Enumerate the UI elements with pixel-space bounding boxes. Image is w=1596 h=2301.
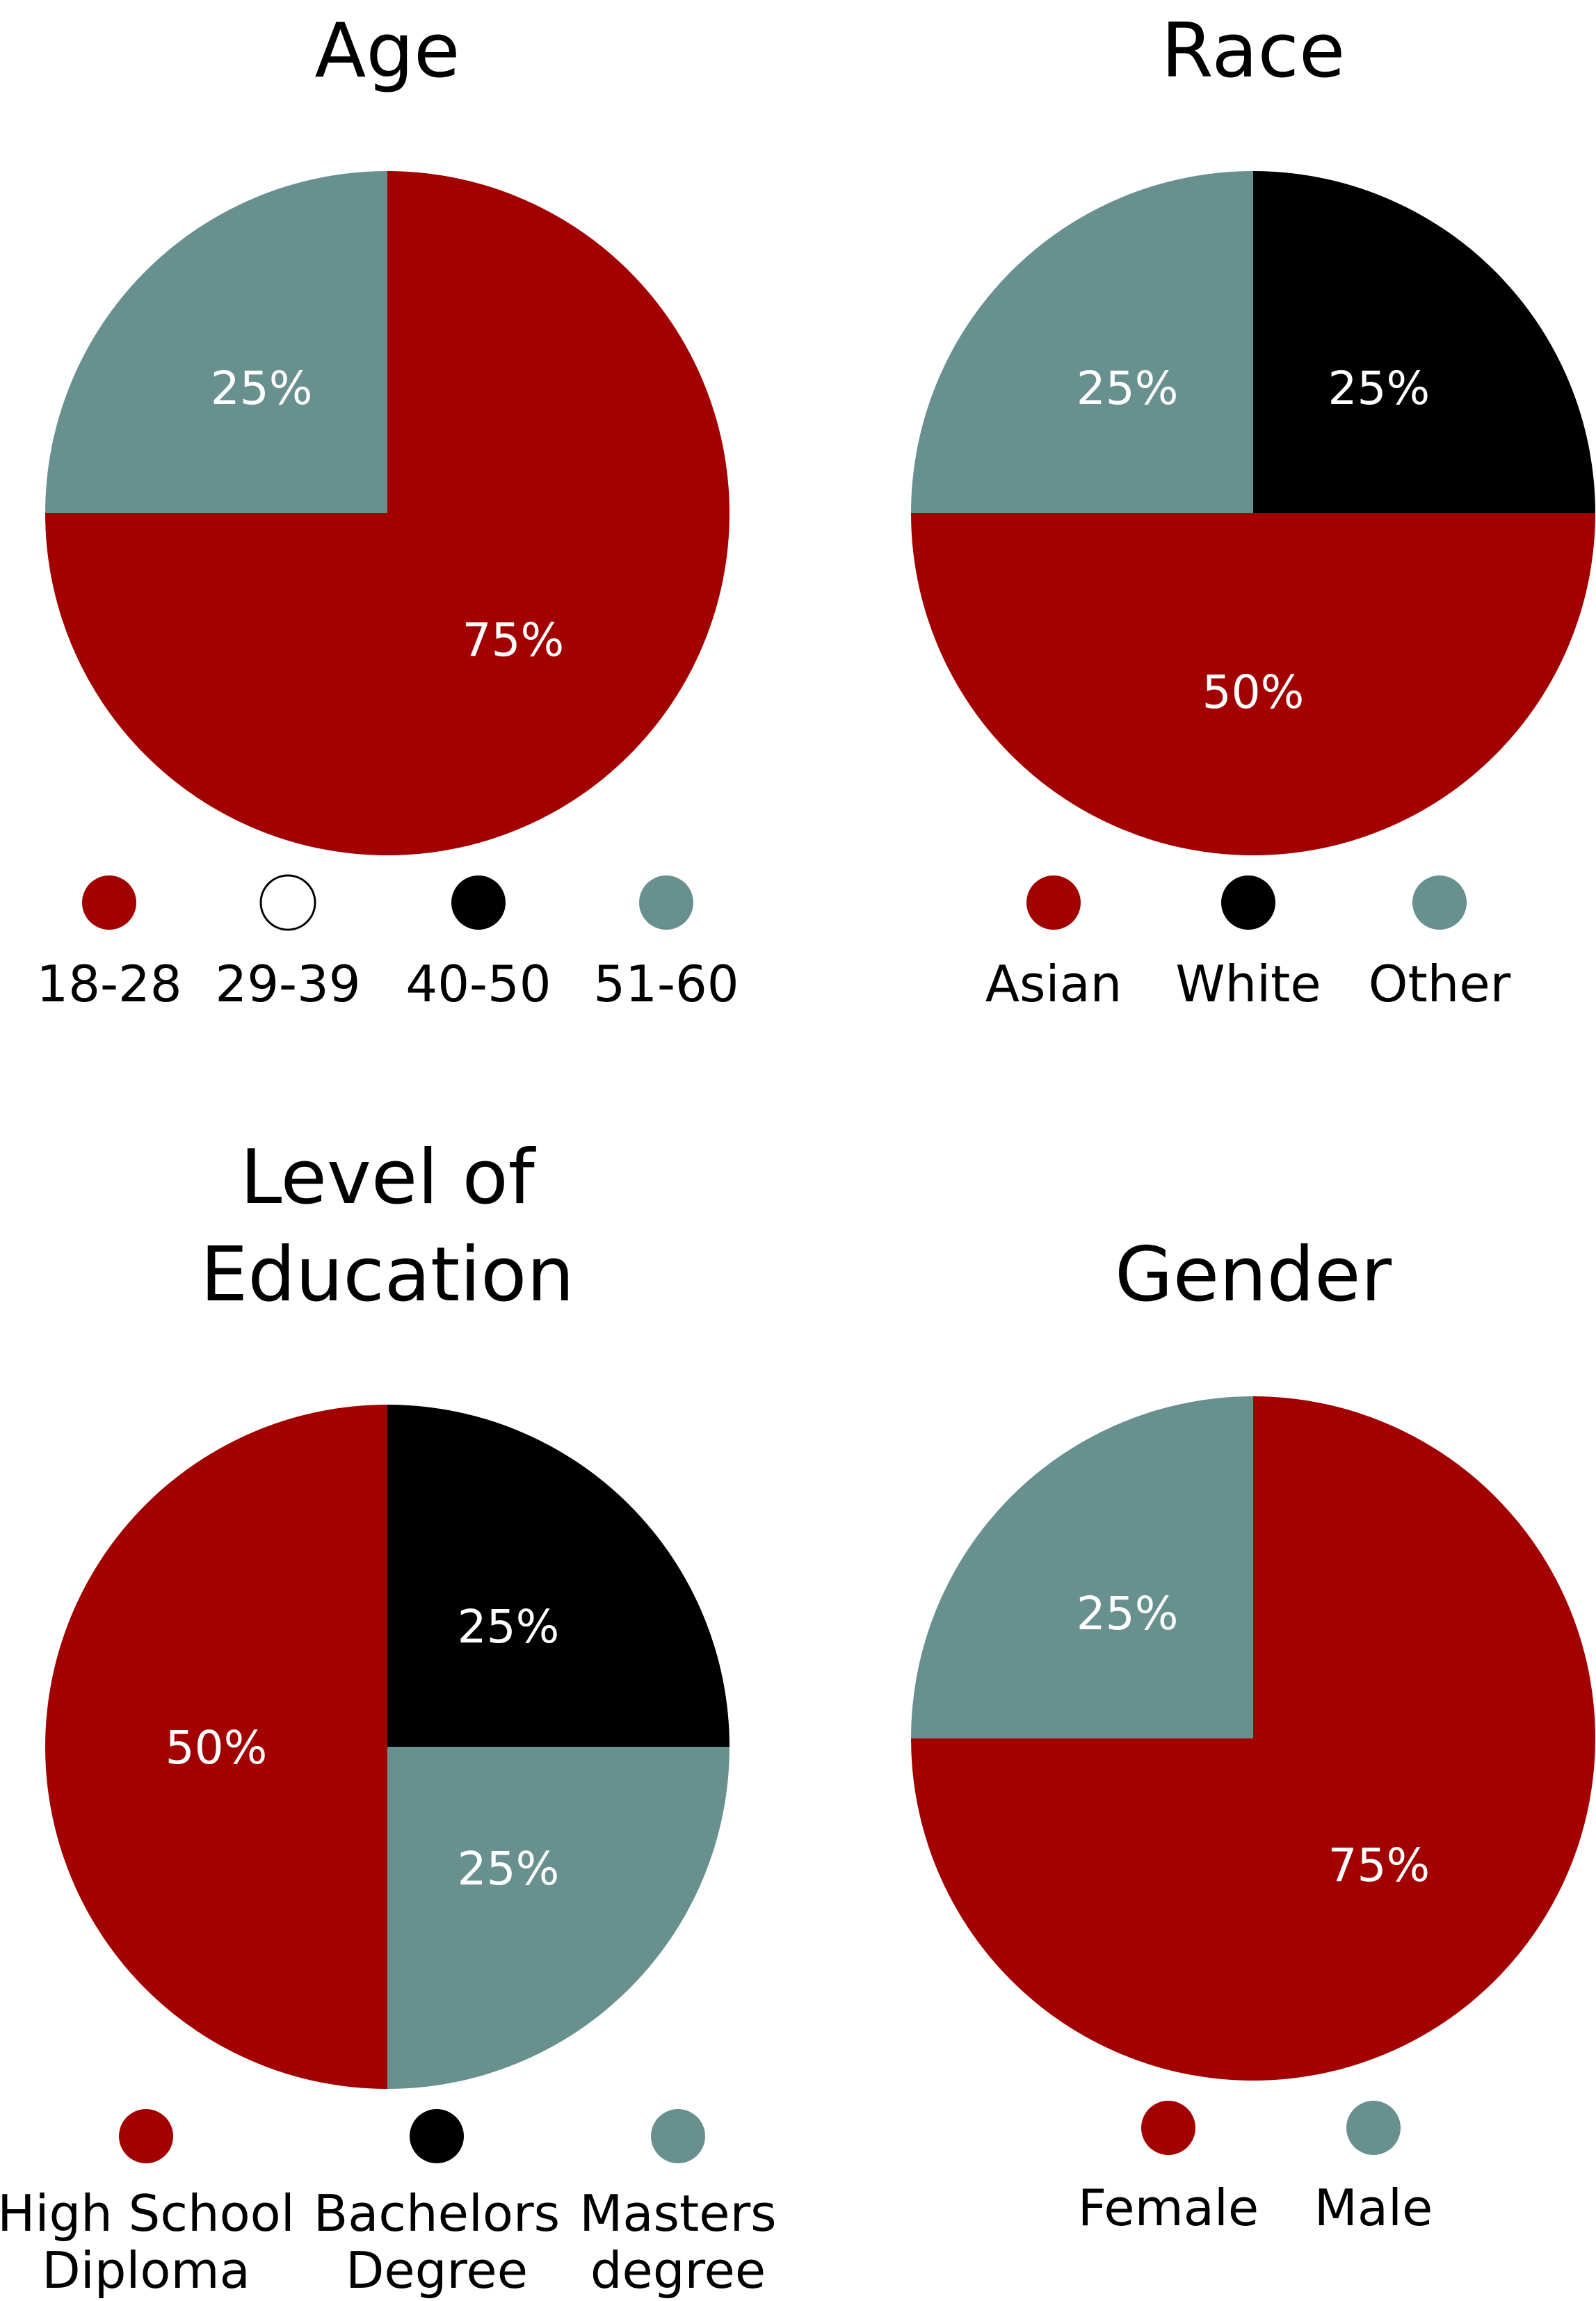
pie-slice-high-school-diploma [45, 1405, 387, 2089]
pie-slice-white [1253, 171, 1595, 513]
pie-chart-3: Gender 75% 25% Female Male [911, 1232, 1595, 2237]
pie-slice-masters-degree [387, 1747, 730, 2089]
slice-value-label: 25% [211, 362, 313, 415]
legend-label: 18-28 [36, 955, 182, 1013]
legend-marker [1221, 875, 1275, 930]
legend-marker [651, 2109, 705, 2163]
legend-label: 51-60 [593, 955, 739, 1013]
slice-value-label: 25% [1077, 1587, 1179, 1640]
pie-slice-51-60 [45, 171, 387, 513]
pie-slice-bachelors-degree [387, 1405, 730, 1747]
slice-value-label: 25% [1077, 362, 1179, 415]
slice-value-label: 25% [458, 1842, 560, 1896]
legend-label: Diploma [42, 2241, 250, 2300]
legend-marker [82, 875, 136, 930]
pie-slice-asian [911, 513, 1595, 855]
slice-value-label: 25% [1328, 362, 1430, 415]
legend-marker [451, 875, 506, 930]
pie-chart-2: Level of Education 25% 25% 50% High SchoolDip… [0, 1134, 777, 2300]
chart-title: Gender [1115, 1232, 1392, 1318]
legend-marker [119, 2109, 173, 2163]
legend-label: Bachelors [314, 2184, 560, 2243]
legend-label: Asian [985, 955, 1122, 1013]
slice-value-label: 75% [462, 613, 565, 667]
slice-value-label: 75% [1328, 1839, 1430, 1892]
legend-label: Degree [346, 2241, 528, 2300]
chart-title: Race [1161, 8, 1346, 95]
legend-label: 40-50 [405, 955, 551, 1013]
legend-marker [1141, 2101, 1195, 2155]
pie-slice-other [911, 171, 1253, 513]
legend-label: Male [1314, 2179, 1433, 2237]
pie-slice-male [911, 1396, 1253, 1738]
legend-label: Other [1369, 955, 1511, 1013]
legend-label: High School [0, 2184, 295, 2243]
slice-value-label: 50% [1202, 665, 1305, 719]
slice-value-label: 50% [166, 1721, 268, 1775]
legend-label: 29-39 [215, 955, 360, 1013]
chart-title: Level of [240, 1134, 536, 1221]
chart-title: Education [200, 1232, 574, 1318]
legend-label: Female [1078, 2179, 1259, 2237]
legend-label: White [1175, 955, 1321, 1013]
pie-chart-1: Race 25% 50% 25% Asian White Other [911, 8, 1595, 1013]
legend-label: degree [590, 2241, 766, 2300]
legend-marker [639, 875, 693, 930]
legend-label: Masters [579, 2184, 776, 2243]
slice-value-label: 25% [458, 1600, 560, 1654]
legend-marker [1412, 875, 1467, 930]
legend-marker [1346, 2101, 1401, 2155]
legend-marker [1026, 875, 1081, 930]
chart-title: Age [315, 8, 460, 95]
pie-chart-0: Age 75% 25% 18-28 29-39 40-50 51-60 [36, 8, 739, 1013]
legend-marker [259, 874, 316, 931]
legend-marker [410, 2109, 464, 2163]
